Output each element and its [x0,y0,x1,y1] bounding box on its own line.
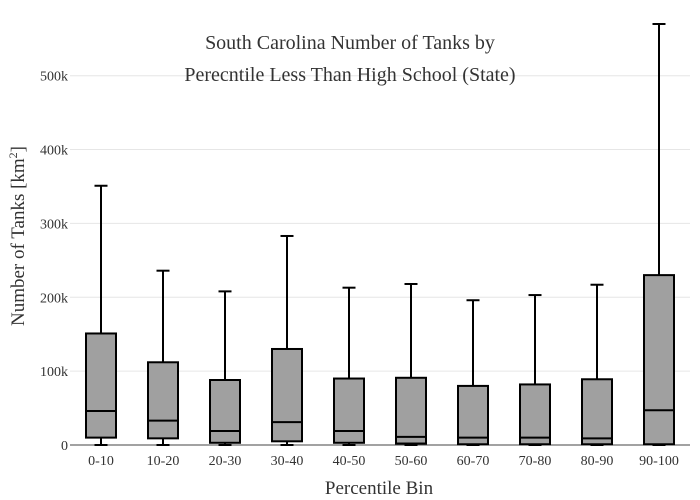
y-axis-title-main: Number of Tanks [km [8,158,29,326]
box-group-10-20 [147,269,179,446]
y-tick-label-0: 0 [61,439,68,454]
iqr-box [519,383,551,446]
x-tick-label-80-90: 80-90 [581,454,614,469]
box-group-80-90 [581,283,613,446]
y-tick-label-4: 400k [40,144,68,159]
y-axis-ticks: 0 100k 200k 300k 400k 500k [40,70,68,454]
iqr-box [209,379,241,444]
box-group-30-40 [271,234,303,446]
iqr-box [85,332,117,439]
x-tick-label-20-30: 20-30 [209,454,242,469]
y-axis-title-superscript: 2 [6,152,20,158]
chart-title-line-2: Perecntile Less Than High School (State) [184,64,515,86]
y-tick-label-3: 300k [40,217,68,232]
box-group-50-60 [395,282,427,446]
iqr-box [581,378,613,446]
box-group-90-100 [643,23,675,446]
iqr-box [333,377,365,444]
x-tick-label-30-40: 30-40 [271,454,304,469]
y-tick-label-2: 200k [40,291,68,306]
x-axis-ticks: 0-10 10-20 20-30 30-40 40-50 50-60 60-70 70-80 8… [88,454,679,469]
x-tick-label-0-10: 0-10 [88,454,114,469]
x-axis-title: Percentile Bin [325,478,434,499]
y-tick-label-5: 500k [40,70,68,85]
iqr-box [271,347,303,443]
box-group-60-70 [457,299,489,446]
box-group-70-80 [519,294,551,446]
x-tick-label-10-20: 10-20 [147,454,180,469]
y-axis-title-close: ] [8,146,29,152]
gridlines [70,75,690,372]
chart-title-line-1: South Carolina Number of Tanks by [205,32,495,54]
boxes [85,23,675,446]
y-tick-label-1: 100k [40,365,68,380]
y-axis-title: Number of Tanks [km2] [6,146,29,326]
box-group-20-30 [209,290,241,446]
iqr-box [395,376,427,445]
x-tick-label-70-80: 70-80 [519,454,552,469]
iqr-box [457,384,489,446]
x-tick-label-50-60: 50-60 [395,454,428,469]
x-tick-label-60-70: 60-70 [457,454,490,469]
iqr-box [147,361,179,440]
box-group-0-10 [85,184,117,446]
iqr-box [643,274,675,446]
x-tick-label-40-50: 40-50 [333,454,366,469]
x-tick-label-90-100: 90-100 [639,454,679,469]
box-group-40-50 [333,286,365,446]
